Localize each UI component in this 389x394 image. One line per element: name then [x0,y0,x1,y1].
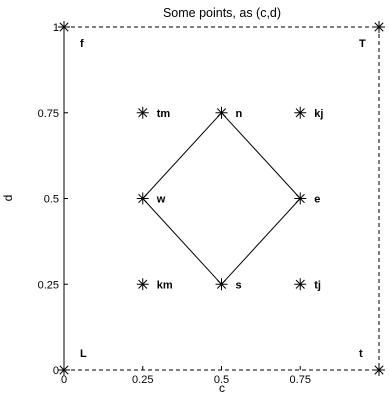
marker-stroke [59,22,69,32]
point-label-kj: kj [314,108,323,120]
marker-stroke [216,108,227,118]
points-layer: f Ttm n kj w e km s tj L t [58,21,385,376]
x-tick-label-3: 0.75 [290,374,311,386]
y-tick-label-1: 0.25 [38,279,59,291]
x-axis-label: c [219,381,225,394]
marker-stroke [374,22,384,32]
marker-stroke [374,365,384,375]
ticks-layer: 0 0.25 0.5 0.75 0 0.25 0.5 0.75 1 [38,22,311,386]
point-marker-t [373,364,385,376]
y-axis-label: d [1,195,15,202]
marker-stroke [138,108,148,118]
x-tick-label-2: 0.5 [214,374,229,386]
y-tick-label-4: 1 [53,22,59,34]
point-marker-kj [294,106,307,119]
point-label-f: f [80,38,84,50]
marker-stroke [138,279,148,289]
marker-stroke [216,279,227,289]
marker-stroke [138,193,148,204]
x-tick-label-1: 0.25 [132,374,153,386]
y-tick-label-3: 0.75 [38,108,59,120]
point-label-w: w [156,194,166,206]
point-marker-n [215,106,228,119]
point-marker-w [136,192,149,205]
point-marker-e [294,192,307,205]
point-label-tj: tj [314,279,321,291]
marker-stroke [295,108,305,118]
point-marker-L [58,364,70,376]
point-label-s: s [236,279,242,291]
lines-layer [64,26,380,371]
point-label-T: T [359,38,366,50]
point-marker-T [373,21,385,33]
point-marker-s [215,278,228,291]
point-label-tm: tm [157,108,171,120]
series-line-0 [142,112,301,286]
point-label-n: n [236,108,243,120]
point-label-km: km [157,279,173,291]
chart-title: Some points, as (c,d) [163,6,281,20]
point-marker-tm [136,106,149,119]
marker-stroke [295,279,305,289]
y-tick-label-2: 0.5 [44,194,59,206]
point-marker-tj [294,278,307,291]
x-tick-label-0: 0 [61,374,67,386]
point-label-t: t [359,348,363,360]
point-label-e: e [314,194,320,206]
point-marker-f [58,21,70,33]
point-label-L: L [80,348,87,360]
marker-stroke [59,365,69,375]
y-tick-label-0: 0 [53,365,59,377]
marker-stroke [295,193,305,204]
point-marker-km [136,278,149,291]
